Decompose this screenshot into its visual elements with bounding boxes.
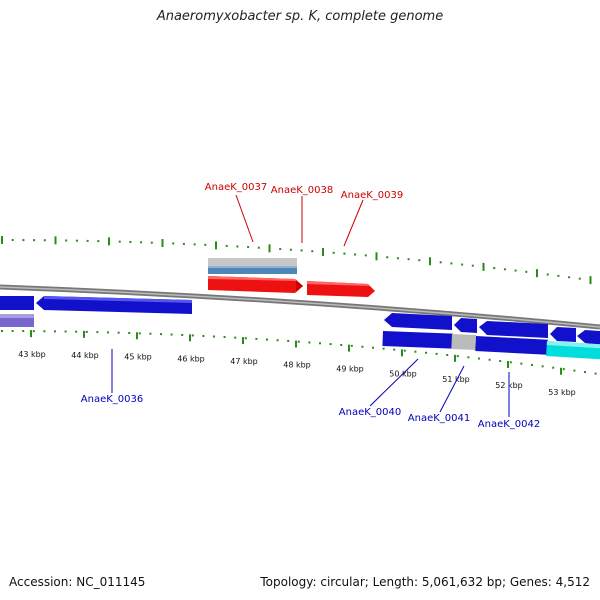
upper-tick-track [1,236,592,285]
gene-block-lavender-shade [0,314,34,318]
gene-arrow-reverse-right2[interactable] [577,330,600,345]
gene-block-steelblue[interactable] [208,266,297,274]
gene-label-lines [111,194,510,417]
genome-map: 43 kbp 44 kbp 45 kbp 46 kbp 47 kbp 48 kbp 49 k… [0,182,600,430]
axis-label-49kbp: 49 kbp [336,365,364,374]
accession-label: Accession: NC_011145 [9,575,146,589]
gene-label-AnaeK_0036[interactable]: AnaeK_0036 [81,394,143,405]
genome-backbone-highlight [0,286,600,328]
axis-label-53kbp: 53 kbp [548,388,576,397]
gene-block-blue-52k[interactable] [475,336,548,355]
gene-arrow-AnaeK_0040[interactable] [384,313,452,330]
axis-label-44kbp: 44 kbp [71,351,99,360]
gene-label-AnaeK_0040[interactable]: AnaeK_0040 [339,407,401,418]
axis-label-51kbp: 51 kbp [442,375,470,384]
leader-AnaeK_0039 [343,199,364,247]
gene-label-AnaeK_0041[interactable]: AnaeK_0041 [408,413,470,424]
gene-block-grey-51k[interactable] [451,333,476,351]
axis-label-47kbp: 47 kbp [230,357,258,366]
gene-arrow-AnaeK_0041[interactable] [454,318,477,333]
gene-label-AnaeK_0037[interactable]: AnaeK_0037 [205,182,267,193]
gene-arrow-AnaeK_0037-shade [208,276,297,281]
gene-labels: AnaeK_0037 AnaeK_0038 AnaeK_0039 AnaeK_0… [81,182,540,430]
leader-AnaeK_0040 [369,358,419,407]
axis-label-45kbp: 45 kbp [124,352,152,361]
genome-title: Anaeromyxobacter sp. K, complete genome [156,9,444,24]
gene-label-AnaeK_0042[interactable]: AnaeK_0042 [478,419,540,430]
axis-label-43kbp: 43 kbp [18,350,46,359]
gene-label-AnaeK_0038[interactable]: AnaeK_0038 [271,185,333,196]
axis-label-48kbp: 48 kbp [283,361,311,370]
gene-label-AnaeK_0039[interactable]: AnaeK_0039 [341,190,403,201]
genome-summary: Topology: circular; Length: 5,061,632 bp… [260,575,590,589]
gene-block-cyan-shade [546,341,600,349]
gene-features [0,258,600,360]
axis-label-46kbp: 46 kbp [177,354,205,363]
gene-block-steelblue-shade [208,266,297,268]
gene-arrow-reverse[interactable] [0,296,34,310]
gene-arrow-AnaeK_0039-shade [307,281,370,286]
gene-arrow-AnaeK_0038[interactable] [296,280,303,292]
gene-block-blue-50k[interactable] [382,331,453,349]
leader-AnaeK_0041 [439,365,465,413]
lower-tick-track [1,330,597,375]
gene-arrow-AnaeK_0042[interactable] [479,321,548,338]
gene-block-grey[interactable] [208,258,297,266]
gene-arrow-reverse-right1[interactable] [550,327,576,342]
gene-arrow-AnaeK_0036-shade [44,296,192,303]
leader-AnaeK_0037 [235,194,254,243]
axis-labels: 43 kbp 44 kbp 45 kbp 46 kbp 47 kbp 48 kbp 49 k… [18,350,576,397]
